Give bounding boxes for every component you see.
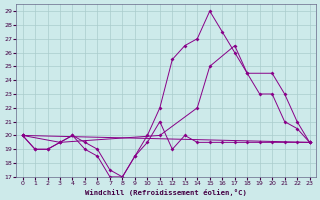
- X-axis label: Windchill (Refroidissement éolien,°C): Windchill (Refroidissement éolien,°C): [85, 189, 247, 196]
